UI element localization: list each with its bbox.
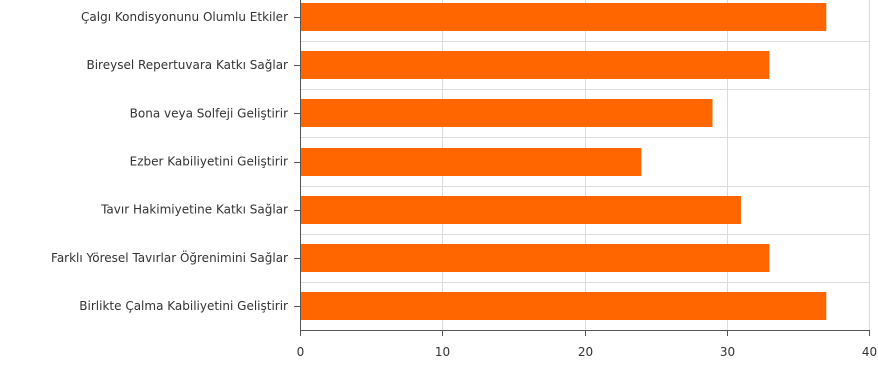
x-tick-label: 0 <box>297 345 305 359</box>
x-tick-label: 30 <box>720 345 735 359</box>
category-label: Ezber Kabiliyetini Geliştirir <box>130 155 288 169</box>
tick-labels: 0 10 20 30 40 <box>297 345 877 359</box>
category-label: Bona veya Solfeji Geliştirir <box>130 106 288 120</box>
category-label: Çalgı Kondisyonunu Olumlu Etkiler <box>81 10 288 24</box>
bar <box>301 196 741 224</box>
bar <box>301 244 770 272</box>
bar <box>301 99 713 127</box>
axes <box>294 0 870 336</box>
category-label: Tavır Hakimiyetine Katkı Sağlar <box>100 203 288 217</box>
bar <box>301 292 827 320</box>
bar <box>301 148 642 176</box>
bar <box>301 3 827 31</box>
category-label: Farklı Yöresel Tavırlar Öğrenimini Sağla… <box>51 249 288 265</box>
bars <box>301 3 827 320</box>
x-tick-label: 10 <box>435 345 450 359</box>
category-labels: Çalgı Kondisyonunu Olumlu Etkiler Bireyse… <box>51 10 288 313</box>
category-label: Birlikte Çalma Kabiliyetini Geliştirir <box>79 299 288 313</box>
category-label: Bireysel Repertuvara Katkı Sağlar <box>86 58 288 72</box>
x-tick-label: 20 <box>578 345 593 359</box>
x-tick-label: 40 <box>862 345 877 359</box>
bar <box>301 51 770 79</box>
